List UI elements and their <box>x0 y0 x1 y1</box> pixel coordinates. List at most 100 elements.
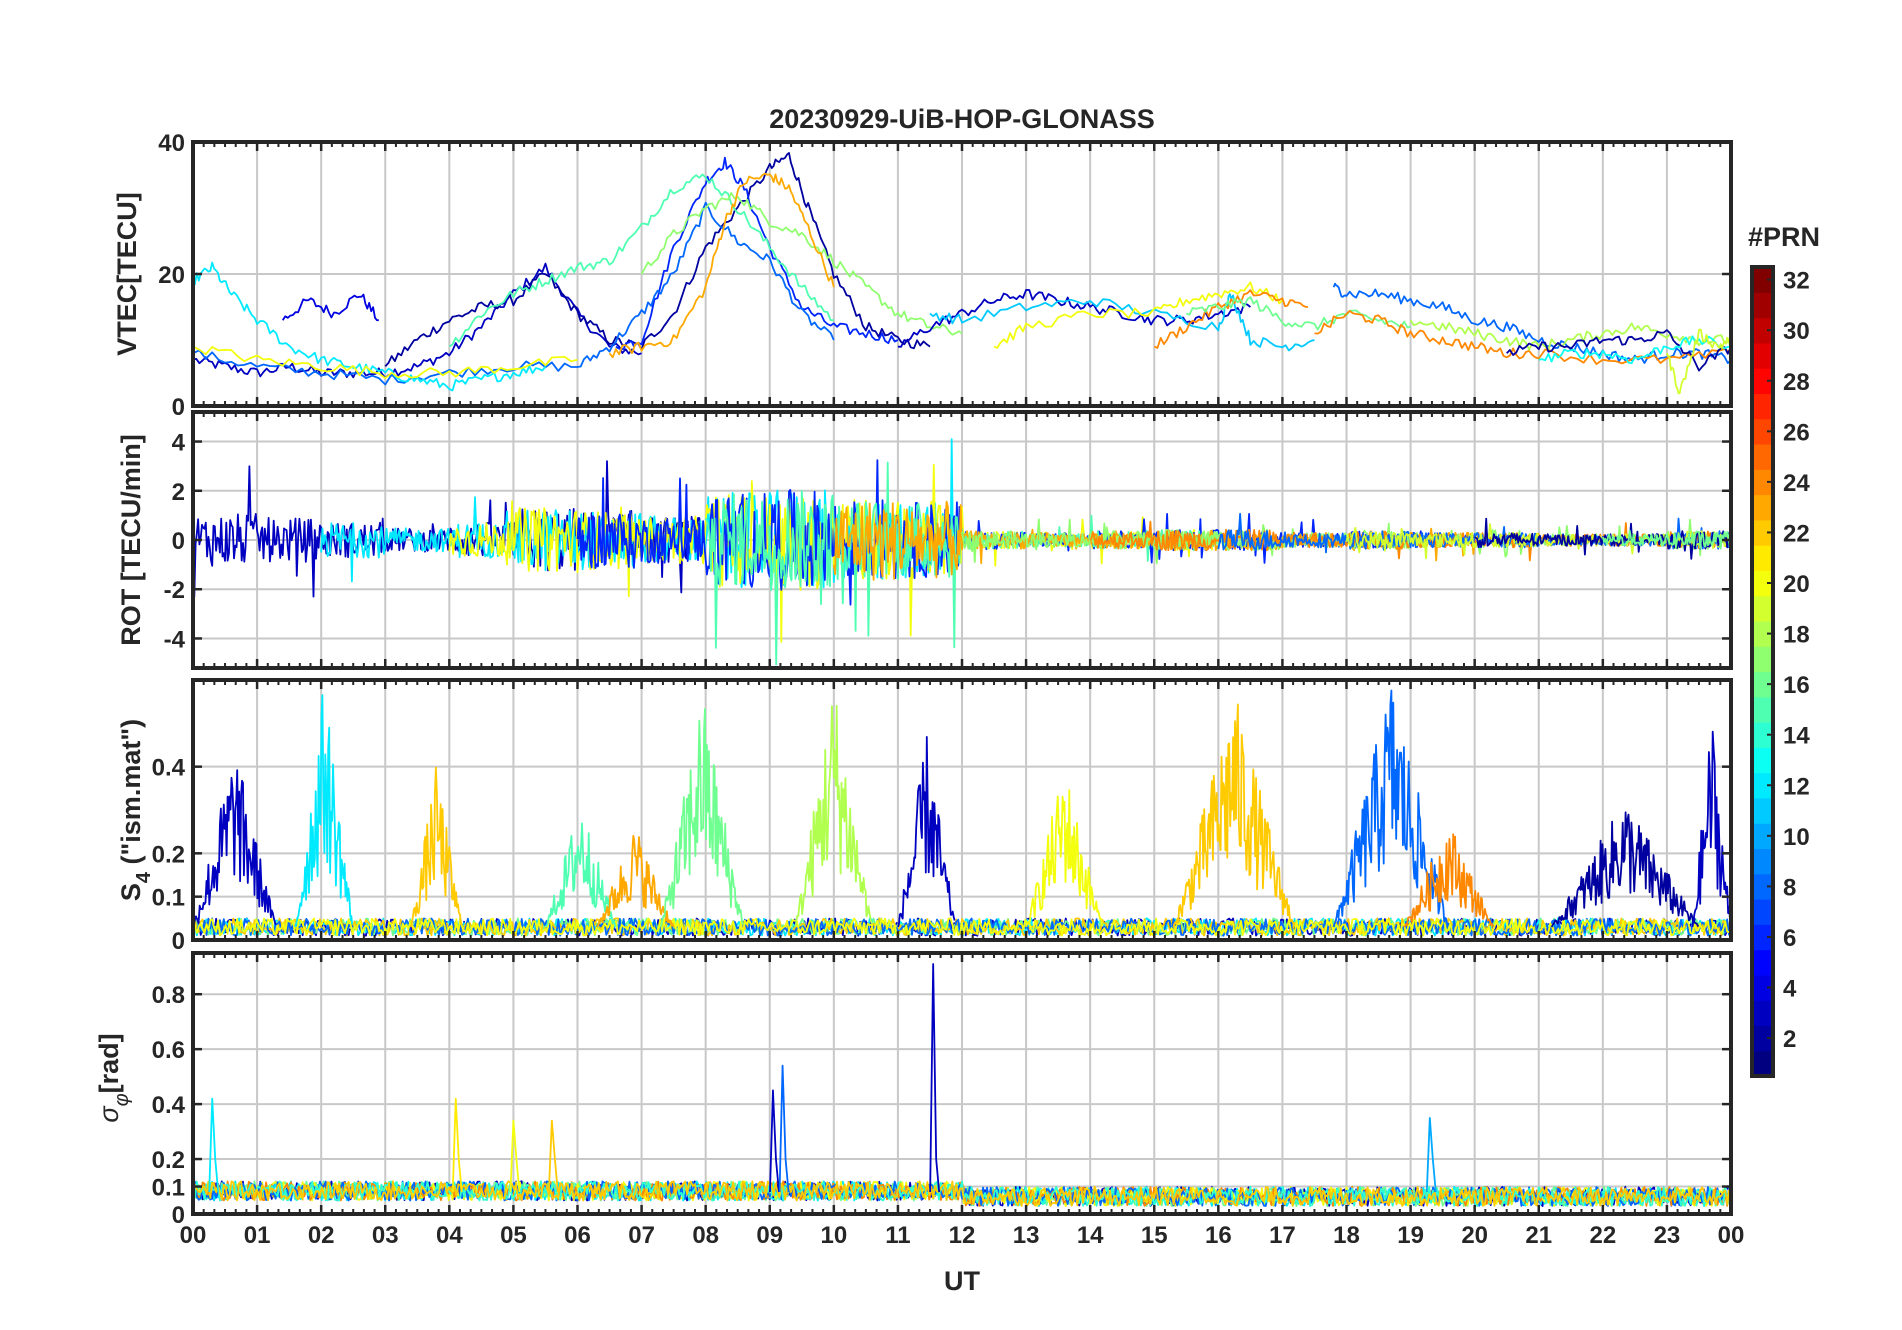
x-tick-label: 18 <box>1333 1222 1360 1249</box>
x-tick-labels: 00 01 02 03 04 05 06 07 08 09 10 11 12 13 14 15 16 17 18 19… <box>180 1222 1745 1249</box>
s4-y-tick-labels: 0 0.1 0.2 0.4 <box>152 755 186 955</box>
colorbar-tick-label: 20 <box>1783 571 1810 598</box>
sigma-y-tick-labels: 00.10.2 0.4 0.6 0.8 <box>152 982 186 1229</box>
colorbar-segment <box>1752 772 1773 799</box>
sigma-traces <box>193 963 1730 1207</box>
s4-burst-trace <box>1691 730 1731 928</box>
colorbar-segment <box>1752 823 1773 850</box>
s4-panel: 0 0.1 0.2 0.4 S4 ("ism.mat") <box>116 678 1733 955</box>
colorbar-segment <box>1752 949 1773 976</box>
x-tick-label: 00 <box>1718 1222 1745 1249</box>
s4-y-label-rest: ("ism.mat") <box>116 719 146 872</box>
s4-burst-trace <box>897 736 956 928</box>
colorbar-segment <box>1752 317 1773 344</box>
y-tick-label: 0 <box>172 1202 185 1229</box>
vtec-trace <box>1314 310 1731 365</box>
colorbar-frame <box>1750 265 1775 1078</box>
y-tick-label: -2 <box>164 577 185 604</box>
colorbar-segment <box>1752 899 1773 925</box>
vtec-grid <box>193 142 1731 406</box>
sigma-spike <box>509 1119 521 1193</box>
colorbar-tick-label: 14 <box>1783 723 1810 750</box>
colorbar-segment <box>1752 545 1773 571</box>
x-tick-label: 00 <box>180 1222 207 1249</box>
sigma-background-trace <box>193 1180 1730 1207</box>
sigma-phi-panel: 00.10.2 0.4 0.6 0.8 σφ[rad] <box>94 951 1733 1229</box>
sigma-spike <box>929 963 941 1193</box>
rot-panel: -4 -2 0 2 4 ROT [TECU/min] <box>116 410 1733 670</box>
vtec-panel: 0 20 40 VTEC[TECU] <box>112 130 1733 421</box>
colorbar-segment <box>1752 696 1773 723</box>
s4-burst-trace <box>1403 833 1495 928</box>
colorbar-segment <box>1752 671 1773 698</box>
x-tick-label: 09 <box>756 1222 783 1249</box>
colorbar-segment <box>1752 1050 1773 1077</box>
colorbar-tick-label: 28 <box>1783 369 1810 396</box>
colorbar-tick-label: 8 <box>1783 874 1796 901</box>
rot-traces <box>193 438 1731 666</box>
colorbar-segment <box>1752 646 1773 673</box>
x-tick-label: 05 <box>500 1222 527 1249</box>
colorbar-tick-label: 16 <box>1783 672 1810 699</box>
s4-ticks <box>191 680 1733 942</box>
rot-ticks <box>191 412 1733 668</box>
vtec-trace <box>897 289 1251 348</box>
x-tick-label: 01 <box>244 1222 271 1249</box>
x-tick-label: 13 <box>1013 1222 1040 1249</box>
colorbar-segment <box>1752 1025 1773 1052</box>
y-tick-label: 0.1 <box>152 1175 185 1202</box>
y-tick-label: 2 <box>172 479 185 506</box>
colorbar-segment <box>1752 873 1773 900</box>
sigma-spike <box>451 1097 463 1193</box>
x-tick-label: 21 <box>1525 1222 1552 1249</box>
colorbar-title: #PRN <box>1748 222 1820 252</box>
vtec-trace <box>448 173 834 348</box>
x-tick-label: 22 <box>1589 1222 1616 1249</box>
sigma-spike <box>547 1119 559 1193</box>
s4-burst-trace <box>193 769 277 928</box>
vtec-trace <box>640 192 963 336</box>
vtec-trace <box>384 152 931 368</box>
colorbar-segment <box>1752 595 1773 622</box>
sigma-spike <box>1425 1116 1437 1193</box>
y-tick-label: 0 <box>172 394 185 421</box>
sigma-spike <box>778 1064 790 1193</box>
colorbar-tick-label: 2 <box>1783 1026 1796 1053</box>
x-tick-label: 14 <box>1077 1222 1104 1249</box>
colorbar-tick-label: 26 <box>1783 419 1810 446</box>
s4-burst-trace <box>1025 789 1103 928</box>
x-tick-label: 02 <box>308 1222 335 1249</box>
colorbar-segment <box>1752 722 1773 748</box>
sigma-y-label-sub: φ <box>111 1093 133 1106</box>
vtec-trace <box>193 261 547 392</box>
colorbar-tick-label: 24 <box>1783 470 1810 497</box>
x-tick-label: 19 <box>1397 1222 1424 1249</box>
y-tick-label: 0.4 <box>152 755 186 782</box>
s4-burst-trace <box>544 822 617 928</box>
colorbar-segment <box>1752 267 1773 293</box>
vtec-trace <box>1332 282 1731 364</box>
s4-y-axis-label: S4 ("ism.mat") <box>116 719 155 901</box>
y-tick-label: 20 <box>158 262 185 289</box>
colorbar-segment <box>1752 443 1773 470</box>
colorbar-tick-label: 4 <box>1783 976 1797 1003</box>
rot-y-axis-label: ROT [TECU/min] <box>116 434 146 645</box>
colorbar-segment <box>1752 797 1773 824</box>
y-tick-label: -4 <box>164 626 186 653</box>
s4-background-trace <box>193 917 1730 937</box>
y-tick-label: 0.6 <box>152 1037 185 1064</box>
colorbar-segment <box>1752 974 1773 1001</box>
x-tick-label: 06 <box>564 1222 591 1249</box>
s4-burst-trace <box>1172 703 1296 928</box>
colorbar-gradient <box>1752 267 1773 1077</box>
y-tick-label: 0.1 <box>152 885 185 912</box>
vtec-trace <box>1409 319 1731 351</box>
vtec-trace <box>281 293 379 322</box>
x-tick-label: 16 <box>1205 1222 1232 1249</box>
x-tick-label: 20 <box>1461 1222 1488 1249</box>
x-tick-label: 17 <box>1269 1222 1296 1249</box>
colorbar-tick-label: 22 <box>1783 520 1810 547</box>
sigma-y-axis-label: σφ[rad] <box>94 1033 133 1122</box>
vtec-y-axis-label: VTEC[TECU] <box>112 192 142 356</box>
